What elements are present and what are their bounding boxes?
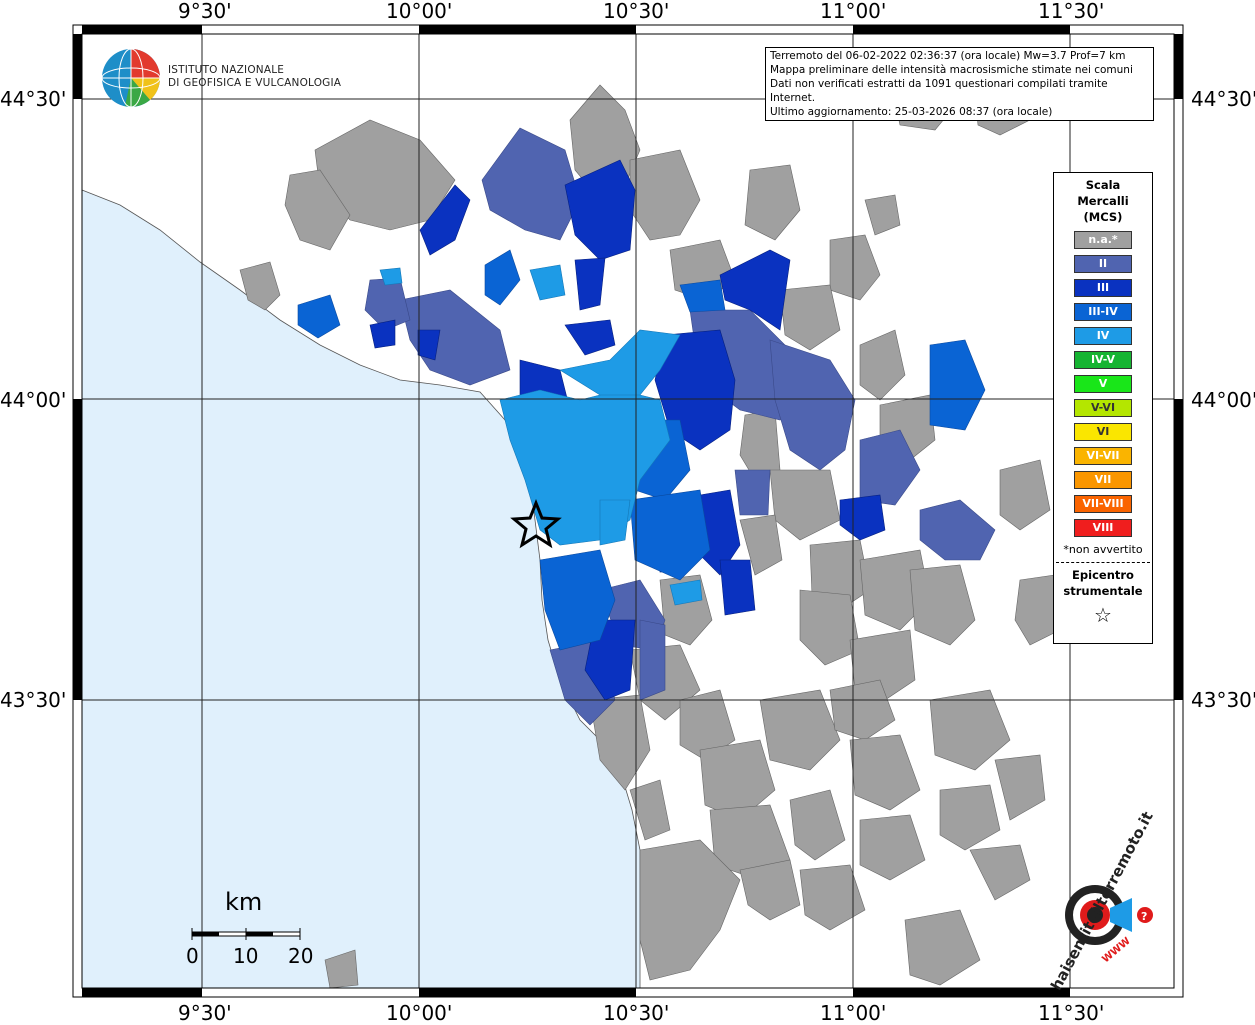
intensity-iii xyxy=(369,159,886,701)
lon-label-top-1030: 10°30' xyxy=(603,0,670,23)
lon-label-top-1130: 11°30' xyxy=(1038,0,1105,23)
legend-epi-line1: Epicentro xyxy=(1072,568,1134,582)
event-line3: Dati non verificati estratti da 1091 que… xyxy=(770,78,1108,104)
legend-swatch: VI xyxy=(1074,423,1132,441)
lon-label-bottom-1000: 10°00' xyxy=(386,1001,453,1025)
frame-ticks xyxy=(73,25,1183,997)
ingv-line2: DI GEOFISICA E VULCANOLOGIA xyxy=(168,77,342,89)
lat-label-left-4330: 43°30' xyxy=(0,688,67,712)
ingv-logo-icon xyxy=(101,48,161,108)
lon-label-bottom-1100: 11°00' xyxy=(820,1001,887,1025)
lon-label-bottom-930: 9°30' xyxy=(178,1001,232,1025)
legend-items: n.a.* II III III-IV IV IV-V V V-VI VI VI-VII VII VI… xyxy=(1054,231,1152,537)
legend-swatch: n.a.* xyxy=(1074,231,1132,249)
legend-title-3: (MCS) xyxy=(1083,210,1123,224)
lon-label-top-930: 9°30' xyxy=(178,0,232,23)
legend-title: Scala Mercalli (MCS) xyxy=(1054,177,1152,225)
na-municipalities xyxy=(239,69,1061,989)
scale-tick-20: 20 xyxy=(288,944,314,968)
lon-label-bottom-1030: 10°30' xyxy=(603,1001,670,1025)
legend-epicenter-title: Epicentro strumentale xyxy=(1054,567,1152,599)
epicenter-star xyxy=(510,498,562,549)
lat-label-right-4400: 44°00' xyxy=(1191,388,1255,412)
mcs-legend: Scala Mercalli (MCS) n.a.* II III III-IV IV I… xyxy=(1053,172,1153,644)
legend-swatch: III xyxy=(1074,279,1132,297)
lat-label-left-4430: 44°30' xyxy=(0,87,67,111)
legend-title-2: Mercalli xyxy=(1077,194,1129,208)
lon-label-top-1100: 11°00' xyxy=(820,0,887,23)
legend-swatch: VIII xyxy=(1074,519,1132,537)
event-info-box: Terremoto del 06-02-2022 02:36:37 (ora l… xyxy=(765,47,1154,121)
legend-separator xyxy=(1056,562,1150,563)
legend-swatch: V-VI xyxy=(1074,399,1132,417)
haisentito-logo-icon: ? xyxy=(1065,885,1153,945)
lat-label-right-4430: 44°30' xyxy=(1191,87,1255,111)
legend-title-1: Scala xyxy=(1085,178,1121,192)
legend-swatch: VII xyxy=(1074,471,1132,489)
svg-text:?: ? xyxy=(1141,910,1147,923)
scale-tick-10: 10 xyxy=(233,944,259,968)
scale-bar xyxy=(191,928,301,940)
legend-epi-line2: strumentale xyxy=(1063,584,1143,598)
event-line4: Ultimo aggiornamento: 25-03-2026 08:37 (… xyxy=(770,106,1053,118)
legend-star-icon: ☆ xyxy=(1094,603,1112,627)
scale-tick-0: 0 xyxy=(186,944,199,968)
event-line2: Mappa preliminare delle intensità macros… xyxy=(770,64,1133,76)
legend-swatch: VI-VII xyxy=(1074,447,1132,465)
ingv-logo-text: ISTITUTO NAZIONALE DI GEOFISICA E VULCAN… xyxy=(168,64,341,90)
legend-note: *non avvertito xyxy=(1063,543,1143,556)
intensity-iv xyxy=(379,264,703,606)
lon-label-bottom-1130: 11°30' xyxy=(1038,1001,1105,1025)
legend-swatch: IV xyxy=(1074,327,1132,345)
legend-swatch: VII-VIII xyxy=(1074,495,1132,513)
lat-label-left-4400: 44°00' xyxy=(0,388,67,412)
ingv-line1: ISTITUTO NAZIONALE xyxy=(168,64,285,76)
event-line1: Terremoto del 06-02-2022 02:36:37 (ora l… xyxy=(770,50,1126,62)
intensity-iii-iv xyxy=(297,249,986,651)
legend-swatch: V xyxy=(1074,375,1132,393)
scale-unit: km xyxy=(225,888,263,916)
lon-label-top-1000: 10°00' xyxy=(386,0,453,23)
legend-swatch: II xyxy=(1074,255,1132,273)
legend-swatch: III-IV xyxy=(1074,303,1132,321)
lat-label-right-4330: 43°30' xyxy=(1191,688,1255,712)
legend-swatch: IV-V xyxy=(1074,351,1132,369)
